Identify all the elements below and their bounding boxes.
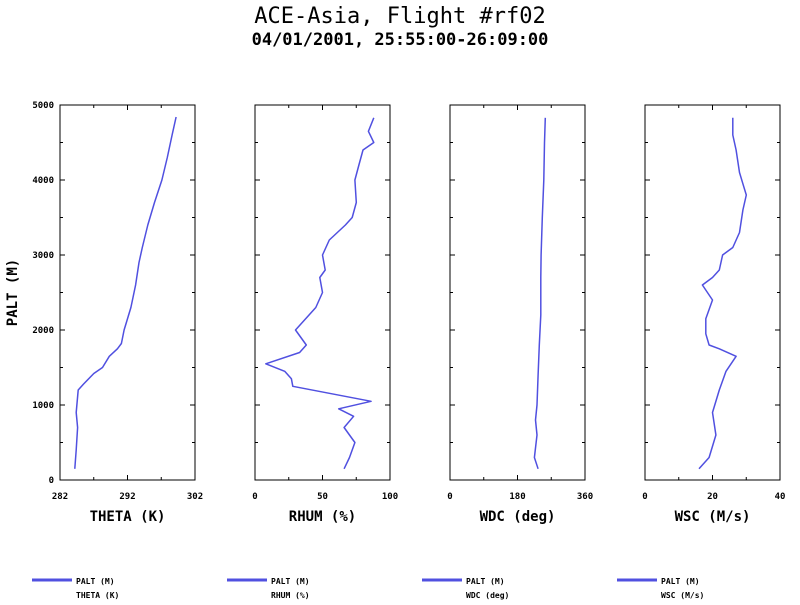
y-tick-label: 3000 xyxy=(32,251,54,261)
x-tick-label: 282 xyxy=(52,492,68,502)
y-axis-label: PALT (M) xyxy=(5,259,21,326)
legend-label: PALT (M) xyxy=(661,577,700,586)
series-line-4 xyxy=(698,117,748,470)
y-tick-label: 1000 xyxy=(32,401,54,411)
y-tick-label: 4000 xyxy=(32,176,54,186)
x-tick-label: 0 xyxy=(642,492,647,502)
x-tick-label: 0 xyxy=(252,492,257,502)
series-line-3 xyxy=(533,117,547,470)
y-tick-label: 5000 xyxy=(32,101,54,111)
x-axis-label: THETA (K) xyxy=(90,509,166,525)
chart-title: ACE-Asia, Flight #rf02 xyxy=(254,4,546,29)
y-tick-label: 2000 xyxy=(32,326,54,336)
plot-frame-1 xyxy=(59,104,196,481)
x-axis-label: WSC (M/s) xyxy=(675,509,751,525)
plot-frame-3 xyxy=(449,104,586,481)
legend-label: PALT (M) xyxy=(76,577,115,586)
legend-label: WSC (M/s) xyxy=(661,591,704,600)
x-tick-label: 20 xyxy=(707,492,718,502)
y-tick-label: 0 xyxy=(49,476,54,486)
plot-frame-4 xyxy=(644,104,781,481)
x-tick-label: 50 xyxy=(317,492,328,502)
legend-label: WDC (deg) xyxy=(466,591,509,600)
x-tick-label: 180 xyxy=(509,492,525,502)
x-tick-label: 292 xyxy=(119,492,135,502)
series-line-2 xyxy=(265,117,375,470)
legend-label: PALT (M) xyxy=(466,577,505,586)
x-axis-label: RHUM (%) xyxy=(289,509,356,525)
x-tick-label: 100 xyxy=(382,492,398,502)
legend-label: RHUM (%) xyxy=(271,591,310,600)
x-axis-label: WDC (deg) xyxy=(480,509,556,525)
legend-label: THETA (K) xyxy=(76,591,119,600)
x-tick-label: 40 xyxy=(775,492,786,502)
x-tick-label: 302 xyxy=(187,492,203,502)
x-tick-label: 360 xyxy=(577,492,593,502)
legend-label: PALT (M) xyxy=(271,577,310,586)
chart-subtitle: 04/01/2001, 25:55:00-26:09:00 xyxy=(251,30,549,50)
series-line-1 xyxy=(74,116,177,469)
x-tick-label: 0 xyxy=(447,492,452,502)
